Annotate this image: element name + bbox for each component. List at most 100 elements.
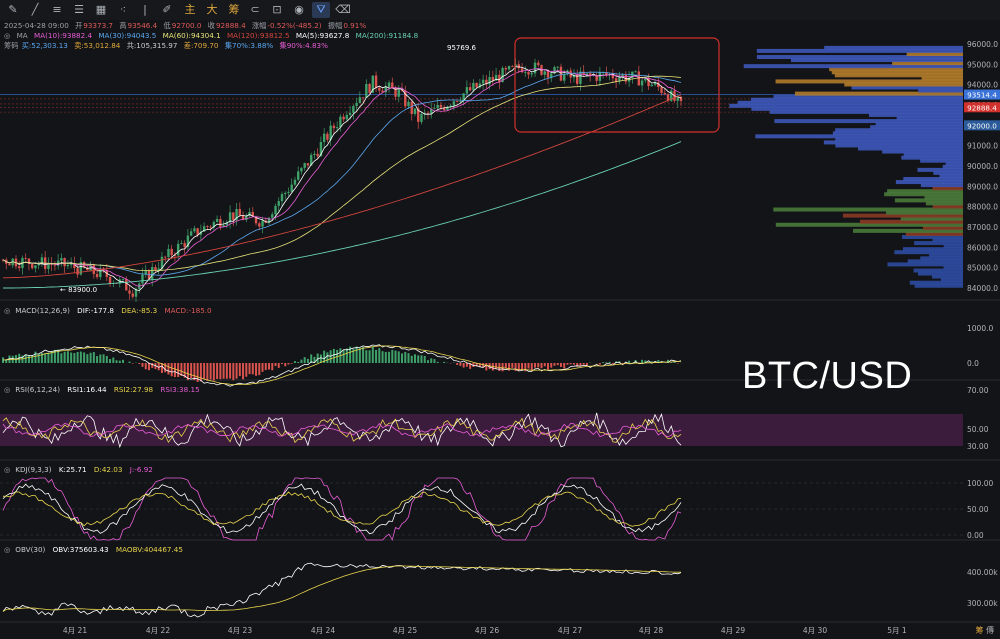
snap-icon[interactable]: ✐ [162, 3, 172, 16]
volume-profile-bar [920, 183, 963, 188]
filter-icon[interactable]: ⛛ [312, 2, 330, 18]
eye-icon[interactable]: ◎ [4, 31, 11, 40]
candle-body [530, 73, 533, 75]
volume-profile-bar [853, 228, 963, 233]
volume-profile-bar [931, 274, 963, 279]
x-tick: 4月 29 [721, 626, 745, 635]
candle-body [423, 112, 426, 114]
candle-body [92, 265, 96, 274]
macd-histogram-bar [641, 359, 644, 363]
macd-histogram-bar [576, 363, 579, 367]
pencil-icon[interactable]: ✎ [8, 3, 18, 16]
candle-body [225, 222, 229, 226]
volume-profile-bar [868, 112, 963, 117]
candle-body [449, 105, 452, 107]
grid-icon[interactable]: ▦ [95, 3, 107, 16]
lines-icon[interactable]: ≡ [52, 3, 62, 16]
candle-body [475, 82, 478, 88]
macd-histogram-bar [407, 353, 410, 363]
macd-eye-icon[interactable]: ◎ [4, 306, 11, 315]
candle-body [280, 194, 284, 202]
fullscreen-corner-button[interactable]: 傳 [986, 626, 994, 635]
candle-body [180, 243, 183, 244]
volume-profile-bar [907, 259, 963, 264]
volume-profile-bar [737, 100, 963, 105]
candle-body [290, 184, 293, 192]
macd-histogram-bar [203, 363, 206, 380]
candle-body [34, 265, 37, 269]
candle-body [40, 257, 44, 264]
candle-body [134, 288, 138, 297]
macd-dif-line [3, 344, 682, 387]
obv-eye-icon[interactable]: ◎ [4, 545, 11, 554]
volume-profile-bar [751, 106, 963, 111]
macd-histogram-bar [433, 359, 436, 363]
macd-histogram-bar [141, 363, 144, 367]
volume-profile-bar [942, 164, 963, 169]
change-value: -0.52%(-485.2) [267, 21, 322, 30]
lock-icon[interactable]: ⊡ [272, 3, 282, 16]
macd-histogram-bar [21, 355, 24, 363]
dots-icon[interactable]: ⁖ [119, 3, 127, 16]
candle-body [481, 79, 485, 84]
macd-histogram-bar [206, 363, 209, 381]
candle-body [430, 108, 433, 114]
fib-icon[interactable]: ☰ [74, 3, 84, 16]
candle-body [170, 248, 173, 256]
candle-body [485, 79, 488, 85]
macd-histogram-bar [621, 363, 624, 364]
chip-corner-button[interactable]: 筹 [975, 626, 984, 635]
macd-histogram-bar [258, 363, 261, 376]
toolbar-cn-button-1[interactable]: 大 [206, 3, 218, 16]
ma120-line [3, 94, 682, 279]
candle-body [293, 179, 297, 185]
kdj-d: D:42.03 [93, 465, 123, 474]
candle-body [653, 82, 657, 85]
eye-icon[interactable]: ◉ [294, 3, 304, 16]
toolbar-cn-button-2[interactable]: 筹 [228, 3, 240, 16]
macd-histogram-bar [498, 363, 501, 372]
bar-icon[interactable]: | [143, 3, 147, 16]
line-icon[interactable]: ╱ [31, 3, 39, 16]
candle-body [154, 267, 157, 271]
rsi-tick: 30.00 [967, 442, 989, 451]
volume-profile-bar [922, 225, 963, 230]
price-tick: 88000.0 [967, 203, 998, 212]
volume-profile-bar [932, 186, 963, 191]
candle-body [563, 74, 566, 81]
candle-body [297, 171, 300, 180]
macd-histogram-bar [264, 363, 267, 371]
rsi-eye-icon[interactable]: ◎ [4, 385, 11, 394]
volume-profile-bar [896, 116, 963, 121]
kdj-eye-icon[interactable]: ◎ [4, 465, 11, 474]
obv-ma-value: MAOBV:404467.45 [115, 545, 183, 554]
candle-body [436, 104, 439, 109]
candle-body [410, 101, 413, 114]
volume-profile-bar [932, 204, 963, 209]
macd-histogram-bar [287, 363, 290, 365]
candle-body [245, 215, 248, 220]
candle-body [313, 153, 316, 155]
candle-body [504, 68, 508, 70]
candle-body [121, 278, 125, 280]
volume-profile-bar [832, 131, 963, 136]
candle-body [73, 262, 76, 269]
candle-body [605, 72, 608, 75]
volume-profile-bar [901, 155, 963, 160]
macd-histogram-bar [430, 358, 433, 363]
macd-histogram-bar [459, 363, 462, 366]
magnet-icon[interactable]: ⊂ [250, 3, 260, 16]
macd-macd: MACD:-185.0 [164, 306, 212, 315]
toolbar-cn-button-0[interactable]: 主 [184, 3, 196, 16]
x-tick: 4月 27 [558, 626, 582, 635]
kdj-k: K:25.71 [58, 465, 87, 474]
high-annotation: 95769.6 [447, 44, 476, 52]
ma-line [2, 71, 682, 276]
price-tick: 89000.0 [967, 182, 998, 191]
trash-icon[interactable]: ⌫ [335, 3, 351, 16]
macd-histogram-bar [566, 363, 569, 365]
macd-histogram-bar [261, 363, 264, 372]
candle-body [342, 116, 345, 120]
macd-histogram-bar [83, 352, 86, 363]
